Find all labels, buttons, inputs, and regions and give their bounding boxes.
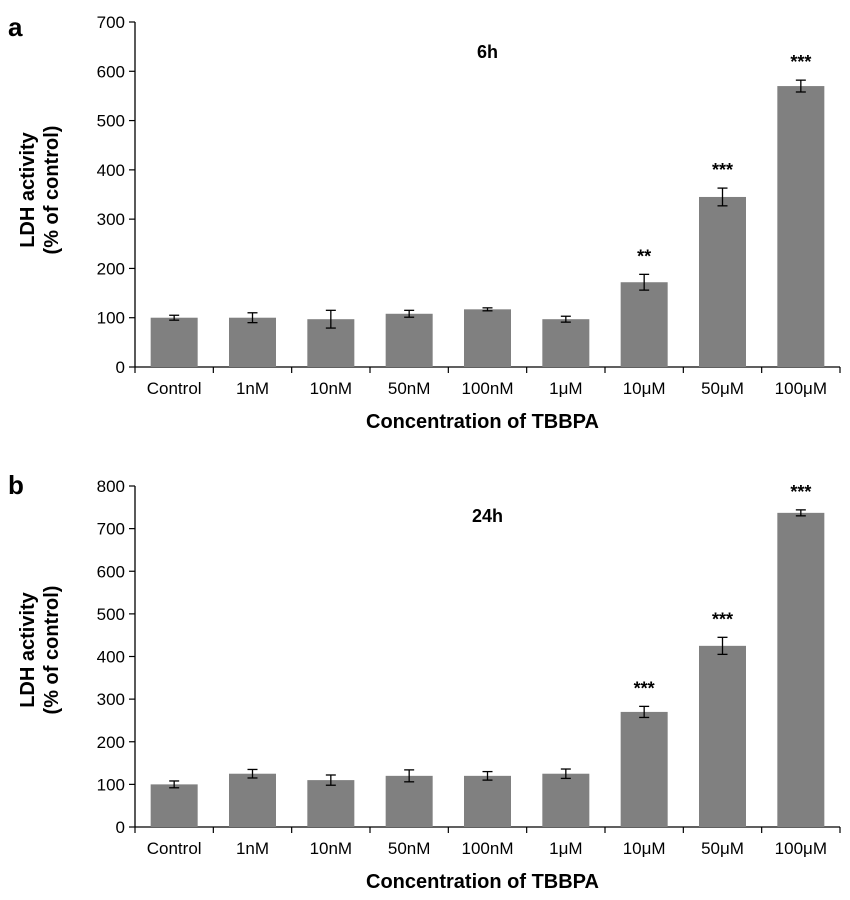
y-tick-label: 0: [116, 818, 125, 837]
x-tick-label: 10μM: [623, 839, 666, 858]
chart-a-svg: 0 100 200 300 400 500 600 700 Control 1nM 10nM 50nM…: [17, 13, 841, 433]
y-tick-label: 700: [97, 13, 125, 32]
chart-title: 6h: [477, 42, 498, 62]
y-tick-label: 300: [97, 690, 125, 709]
y-tick-label: 300: [97, 210, 125, 229]
y-tick-label: 400: [97, 648, 125, 667]
x-axis-title: Concentration of TBBPA: [366, 411, 599, 433]
x-tick-label: 100μM: [775, 379, 827, 398]
y-tick-label: 600: [97, 62, 125, 81]
bar: [150, 317, 198, 367]
bar: [229, 317, 276, 367]
x-tick-label: 10nM: [310, 379, 353, 398]
bar: [699, 196, 746, 367]
x-tick-label: 100μM: [775, 839, 827, 858]
y-tick-label: 700: [97, 520, 125, 539]
bar: [699, 645, 746, 827]
chart-panel-a: a 0 100 200 300 400 500 600 700 Control 1nM 10nM 50…: [8, 12, 841, 433]
significance-label: **: [637, 246, 651, 266]
y-tick-label: 200: [97, 733, 125, 752]
y-axis-title-line-1: LDH activity: [17, 131, 39, 247]
y-tick-label: 800: [97, 477, 125, 496]
chart-panel-b: b 0 100 200 300 400 500 600 700 800 Control 1nM 10n…: [0, 450, 850, 900]
chart-title: 24h: [472, 506, 503, 526]
bar: [620, 282, 668, 367]
y-tick-label: 500: [97, 605, 125, 624]
bar: [150, 784, 198, 827]
bar: [777, 86, 825, 368]
bar: [307, 780, 355, 827]
bar: [620, 711, 668, 827]
panel-label-a: a: [8, 12, 23, 42]
x-tick-label: 10nM: [310, 839, 353, 858]
significance-label: ***: [712, 160, 733, 180]
y-tick-label: 500: [97, 112, 125, 131]
y-axis-title-line-2: (% of control): [41, 586, 63, 715]
y-tick-label: 100: [97, 775, 125, 794]
y-axis-title-line-1: LDH activity: [17, 591, 39, 707]
x-tick-label: 50μM: [701, 839, 744, 858]
y-tick-label: 600: [97, 562, 125, 581]
bar: [542, 319, 590, 367]
x-tick-label: 50nM: [388, 379, 431, 398]
x-tick-label: 1μM: [549, 379, 582, 398]
y-tick-label: 400: [97, 161, 125, 180]
significance-label: ***: [634, 678, 655, 698]
x-tick-label: 100nM: [462, 379, 514, 398]
significance-label: ***: [790, 482, 811, 502]
bar: [777, 512, 825, 827]
bar: [464, 309, 511, 367]
x-tick-label: 1nM: [236, 379, 269, 398]
y-axis-title-line-2: (% of control): [41, 126, 63, 255]
x-tick-label: Control: [147, 379, 202, 398]
x-tick-label: Control: [147, 839, 202, 858]
bar: [385, 313, 433, 367]
y-axis-title: LDH activity (% of control): [17, 586, 63, 715]
bar: [464, 775, 511, 827]
x-tick-label: 1nM: [236, 839, 269, 858]
bar: [229, 773, 276, 827]
x-tick-label: 50μM: [701, 379, 744, 398]
significance-label: ***: [712, 609, 733, 629]
panel-label-b: b: [8, 470, 24, 500]
x-tick-label: 10μM: [623, 379, 666, 398]
x-tick-label: 100nM: [462, 839, 514, 858]
significance-label: ***: [790, 52, 811, 72]
x-tick-label: 1μM: [549, 839, 582, 858]
bar: [542, 773, 590, 827]
x-tick-label: 50nM: [388, 839, 431, 858]
bar: [385, 775, 433, 827]
chart-b-svg: 0 100 200 300 400 500 600 700 800 Control 1nM 10nM 5…: [17, 477, 841, 893]
y-axis-title: LDH activity (% of control): [17, 126, 63, 255]
y-tick-label: 100: [97, 309, 125, 328]
y-tick-label: 0: [116, 358, 125, 377]
y-tick-label: 200: [97, 259, 125, 278]
x-axis-title: Concentration of TBBPA: [366, 871, 599, 893]
